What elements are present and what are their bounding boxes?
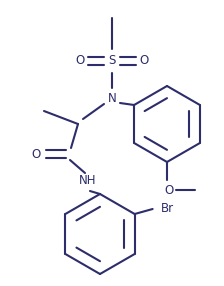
Text: S: S — [108, 55, 116, 67]
Text: NH: NH — [79, 174, 97, 188]
Text: O: O — [31, 148, 41, 160]
Text: O: O — [139, 55, 149, 67]
Text: N: N — [108, 92, 116, 104]
Text: O: O — [75, 55, 85, 67]
Text: Br: Br — [161, 202, 174, 215]
Text: O: O — [164, 184, 174, 196]
